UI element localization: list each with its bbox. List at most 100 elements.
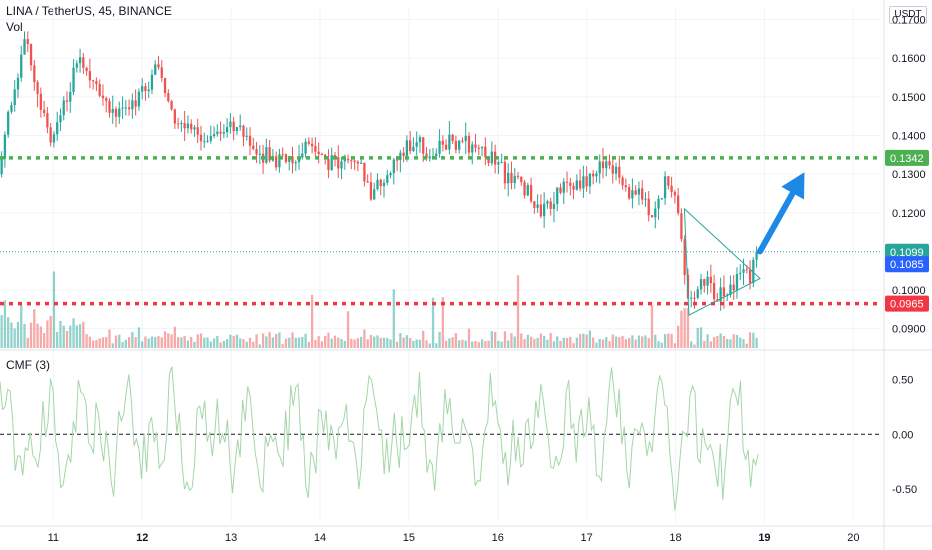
volume-bar (454, 333, 458, 348)
candle-body (340, 161, 343, 169)
volume-bar (693, 344, 696, 348)
candle-body (510, 172, 513, 184)
volume-bar (373, 336, 376, 348)
volume-bar (369, 334, 373, 348)
candle-body (405, 140, 409, 156)
candle-body (239, 125, 242, 128)
volume-bar (729, 339, 732, 348)
volume-bar (275, 334, 278, 348)
volume-bar (186, 340, 190, 348)
candle-body (212, 134, 216, 137)
volume-bar (405, 335, 409, 348)
volume-bar (474, 341, 477, 348)
volume-bar (163, 331, 167, 348)
volume-bar (379, 337, 382, 348)
volume-bar (49, 315, 52, 348)
candle-body (291, 156, 294, 164)
volume-bar (703, 340, 706, 348)
volume-bar (422, 330, 425, 348)
blue-price-badge-label: 0.1085 (890, 259, 924, 271)
blue-price-badge (885, 256, 929, 273)
volume-bar (297, 337, 301, 348)
candle-body (150, 74, 154, 90)
volume-bar (680, 310, 683, 348)
candle-body (467, 135, 471, 153)
candle-body (712, 283, 716, 300)
candle-body (72, 67, 75, 92)
volume-bar (356, 338, 360, 348)
candle-body (382, 182, 386, 187)
candle-body (46, 113, 49, 128)
price-tick-label: 0.1500 (892, 92, 926, 104)
volume-bar (98, 338, 101, 348)
volume-bar (288, 337, 291, 348)
candle-body (216, 131, 219, 135)
volume-bar (667, 333, 670, 348)
candle-body (232, 121, 235, 132)
candle-body (497, 162, 500, 165)
candle-body (82, 57, 85, 68)
volume-bar (529, 336, 533, 348)
volume-bar (435, 343, 438, 348)
candle-body (418, 137, 422, 143)
cmf-line (0, 366, 759, 511)
volume-bar (467, 328, 471, 348)
volume-bar (471, 341, 474, 348)
volume-bar (412, 340, 415, 348)
candle-body (490, 151, 494, 164)
candle-body (595, 173, 598, 177)
volume-bar (124, 339, 127, 348)
candle-body (614, 166, 618, 174)
cmf-tick-label: -0.50 (892, 484, 917, 496)
volume-bar (222, 340, 226, 348)
volume-bar (650, 305, 654, 348)
volume-bar (592, 337, 595, 348)
volume-bar (624, 339, 628, 348)
price-tick-label: 0.1400 (892, 131, 926, 143)
candle-body (255, 149, 258, 155)
currency-badge[interactable]: USDT (889, 6, 927, 24)
candle-body (369, 182, 373, 200)
volume-bar (225, 339, 229, 348)
volume-bar (173, 326, 176, 348)
volume-bar (59, 320, 62, 348)
volume-bar (732, 334, 735, 348)
drawings (683, 172, 805, 316)
volume-bar (190, 336, 193, 348)
volume-bar (477, 342, 480, 348)
volume-bar (448, 338, 451, 348)
candle-body (278, 154, 281, 168)
volume-bar (389, 339, 392, 348)
candle-body (546, 201, 549, 204)
volume-bar (490, 331, 494, 348)
volume-bar (154, 337, 157, 348)
volume-bar (242, 339, 245, 348)
volume-bar (363, 329, 366, 348)
candle-body (592, 173, 595, 177)
candle-body (484, 146, 487, 158)
candle-body (268, 147, 271, 161)
candle-body (709, 276, 712, 284)
candle-body (327, 159, 330, 171)
volume-bar (180, 337, 183, 348)
volume-bar (78, 324, 82, 348)
volume-bar (739, 337, 742, 348)
candle-body (265, 147, 268, 163)
candle-body (536, 204, 539, 208)
candle-body (16, 77, 20, 90)
candle-body (42, 109, 46, 114)
candle-body (147, 89, 150, 92)
candle-body (549, 201, 552, 209)
volume-bar (565, 337, 569, 348)
candle-body (562, 181, 565, 193)
candle-body (183, 123, 186, 129)
candle-body (10, 105, 13, 112)
candle-body (137, 91, 141, 107)
candle-body (343, 158, 346, 162)
candle-body (752, 259, 755, 284)
volume-bar (569, 336, 572, 348)
candle-body (284, 154, 288, 162)
candle-body (105, 98, 108, 101)
candle-body (141, 86, 144, 92)
